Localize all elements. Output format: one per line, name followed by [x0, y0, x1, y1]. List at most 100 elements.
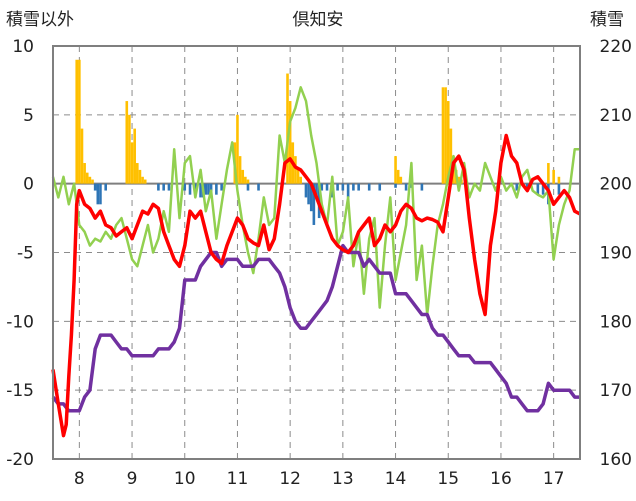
- bar-blue: [167, 183, 171, 191]
- bar-blue: [315, 183, 318, 198]
- y-axis-right-ticks: 220 210 200 190 180 170 160: [600, 37, 632, 470]
- bar-orange: [125, 101, 129, 184]
- bar-blue: [307, 183, 310, 205]
- bar-blue: [304, 183, 308, 198]
- bar-orange: [85, 172, 89, 184]
- bar-orange: [457, 176, 461, 184]
- x-tick: 10: [174, 469, 196, 489]
- bar-orange: [399, 176, 403, 184]
- bar-orange: [141, 176, 144, 184]
- bar-orange: [236, 114, 239, 184]
- y-tick-left: 5: [23, 106, 34, 126]
- plot-frame: [52, 45, 581, 460]
- y-tick-right: 160: [600, 450, 632, 470]
- bar-blue: [357, 183, 360, 191]
- bar-orange: [296, 169, 300, 184]
- bar-blue: [557, 183, 561, 195]
- bar-orange: [444, 87, 447, 184]
- x-tick: 15: [437, 469, 459, 489]
- bar-orange: [91, 179, 94, 184]
- bar-blue: [204, 183, 208, 195]
- y-tick-left: -5: [17, 244, 34, 264]
- bar-orange: [288, 101, 292, 184]
- bar-blue: [104, 183, 107, 191]
- bar-blue: [394, 183, 397, 188]
- bar-blue: [93, 183, 97, 191]
- chart-title: 倶知安: [293, 10, 344, 30]
- x-tick: 8: [74, 469, 85, 489]
- x-tick: 11: [227, 469, 249, 489]
- y-tick-left: 0: [23, 175, 34, 195]
- bar-orange: [138, 169, 142, 184]
- y-tick-right: 200: [600, 175, 632, 195]
- y-axis-left-label: 積雪以外: [6, 10, 74, 30]
- bar-orange: [286, 73, 289, 184]
- bar-orange: [78, 59, 81, 184]
- bar-orange: [244, 176, 247, 184]
- bar-orange: [88, 176, 92, 184]
- bar-blue: [378, 183, 382, 191]
- bar-blue: [162, 183, 165, 191]
- bar-blue: [320, 183, 324, 191]
- line-purple: [51, 243, 580, 413]
- bar-blue: [312, 183, 316, 225]
- bar-orange: [83, 163, 86, 184]
- bar-orange: [238, 156, 242, 184]
- bar-blue: [536, 183, 540, 195]
- bar-orange: [130, 142, 134, 184]
- bar-blue: [420, 183, 424, 191]
- bar-orange: [446, 101, 450, 184]
- bar-orange: [394, 156, 397, 184]
- x-tick: 12: [279, 469, 301, 489]
- bar-blue: [352, 183, 355, 191]
- bar-blue: [220, 183, 223, 191]
- bar-blue: [515, 183, 519, 191]
- bar-orange: [299, 176, 302, 184]
- bar-blue: [157, 183, 160, 191]
- bar-orange: [133, 128, 136, 184]
- bar-blue: [199, 183, 202, 198]
- x-tick: 16: [490, 469, 512, 489]
- y-tick-left: 10: [12, 37, 34, 57]
- bar-orange: [136, 163, 139, 184]
- bar-blue: [346, 183, 350, 198]
- y-tick-left: -15: [6, 381, 34, 401]
- y-tick-right: 220: [600, 37, 632, 57]
- bar-blue: [188, 183, 192, 195]
- y-axis-right-label: 積雪: [590, 10, 624, 30]
- bar-orange: [396, 169, 400, 184]
- y-tick-left: -10: [6, 312, 34, 332]
- bar-orange: [552, 169, 555, 184]
- bar-blue: [404, 183, 408, 191]
- bar-blue: [215, 183, 218, 195]
- y-axis-left-ticks: 10 5 0 -5 -10 -15 -20: [6, 37, 34, 470]
- bar-orange: [80, 128, 84, 184]
- bar-orange: [294, 156, 297, 184]
- bar-blue: [96, 183, 100, 205]
- bar-blue: [257, 183, 260, 191]
- bar-orange: [441, 87, 445, 184]
- line-green: [51, 86, 580, 316]
- bar-orange: [557, 176, 561, 184]
- y-tick-right: 180: [600, 312, 632, 332]
- x-tick: 9: [127, 469, 138, 489]
- bar-blue: [246, 183, 250, 191]
- bar-blue: [207, 183, 210, 195]
- bar-blue: [336, 183, 339, 191]
- grid-lines: [53, 46, 580, 459]
- x-tick: 17: [543, 469, 565, 489]
- bar-blue: [367, 183, 371, 191]
- x-tick: 13: [332, 469, 354, 489]
- bar-blue: [309, 183, 313, 212]
- bar-blue: [341, 183, 345, 191]
- y-tick-right: 210: [600, 106, 632, 126]
- x-axis-ticks: 8 9 10 11 12 13 14 15 16 17: [74, 469, 565, 489]
- bar-orange: [128, 114, 131, 184]
- line-series: [51, 86, 581, 438]
- y-tick-left: -20: [6, 450, 34, 470]
- bar-orange: [449, 128, 453, 184]
- bar-blue: [99, 183, 102, 205]
- bar-orange: [143, 179, 147, 184]
- x-tick: 14: [385, 469, 407, 489]
